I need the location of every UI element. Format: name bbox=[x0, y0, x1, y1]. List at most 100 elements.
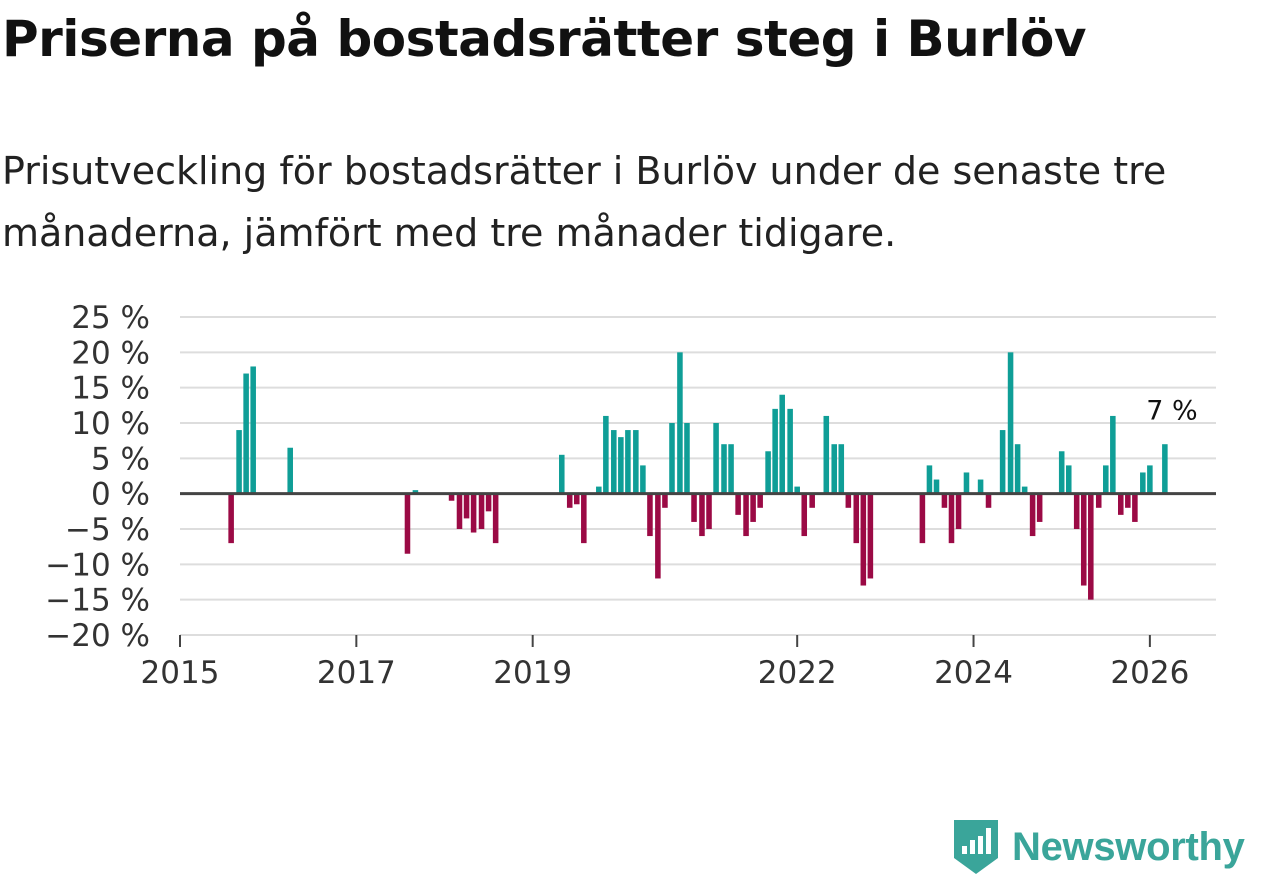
bar bbox=[1140, 472, 1146, 494]
bar bbox=[750, 493, 756, 522]
y-tick-label: 25 % bbox=[71, 300, 150, 336]
bar bbox=[633, 430, 639, 494]
bar bbox=[1103, 465, 1109, 494]
bar bbox=[1073, 493, 1080, 529]
bar bbox=[655, 493, 661, 579]
bar bbox=[463, 493, 470, 519]
bar bbox=[662, 493, 668, 508]
bar bbox=[669, 423, 675, 494]
bar bbox=[596, 486, 602, 494]
bar bbox=[831, 444, 837, 494]
bar bbox=[677, 352, 683, 494]
bar bbox=[647, 493, 653, 537]
brand-name: Newsworthy bbox=[1012, 824, 1245, 869]
bar bbox=[640, 465, 646, 494]
bar bbox=[845, 493, 852, 508]
y-tick-label: −10 % bbox=[45, 547, 150, 583]
bar bbox=[699, 493, 705, 537]
y-tick-label: 15 % bbox=[71, 371, 150, 407]
bar bbox=[1118, 493, 1124, 515]
bar bbox=[618, 437, 624, 494]
bar bbox=[236, 430, 242, 494]
bar bbox=[823, 415, 830, 494]
bar bbox=[809, 493, 815, 508]
y-tick-label: −20 % bbox=[45, 618, 150, 654]
bar bbox=[243, 373, 249, 494]
bar bbox=[573, 493, 580, 505]
bar bbox=[1132, 493, 1138, 522]
bar bbox=[611, 430, 617, 494]
x-tick-label: 2026 bbox=[1110, 655, 1189, 691]
bar bbox=[581, 493, 587, 544]
bar bbox=[735, 493, 741, 515]
bar bbox=[559, 454, 565, 494]
bar bbox=[743, 493, 749, 537]
y-tick-label: −5 % bbox=[65, 512, 150, 548]
x-tick-label: 2024 bbox=[934, 655, 1013, 691]
bar bbox=[492, 493, 499, 544]
bar bbox=[456, 493, 463, 529]
bar bbox=[779, 394, 785, 494]
newsworthy-logo-icon bbox=[954, 820, 998, 874]
bar bbox=[250, 366, 256, 494]
bar bbox=[684, 423, 690, 494]
bar bbox=[1080, 493, 1087, 586]
bar bbox=[1147, 465, 1153, 494]
bar bbox=[485, 493, 492, 512]
bar bbox=[691, 493, 697, 522]
chart-title: Priserna på bostadsrätter steg i Burlöv bbox=[2, 10, 1087, 68]
bar bbox=[404, 493, 411, 554]
bar bbox=[1029, 493, 1036, 537]
bar bbox=[985, 493, 992, 508]
bar bbox=[721, 444, 727, 494]
bar bbox=[860, 493, 867, 586]
bar bbox=[566, 493, 573, 508]
bar bbox=[1065, 465, 1072, 494]
bar bbox=[838, 444, 845, 494]
x-tick-label: 2017 bbox=[317, 655, 396, 691]
y-tick-label: 20 % bbox=[71, 335, 150, 371]
bar bbox=[412, 490, 419, 494]
y-tick-label: −15 % bbox=[45, 583, 150, 619]
bar bbox=[713, 423, 719, 494]
chart-subtitle: Prisutveckling för bostadsrätter i Burlö… bbox=[2, 149, 1167, 255]
bar bbox=[470, 493, 477, 533]
bar bbox=[794, 486, 800, 494]
bar bbox=[1095, 493, 1102, 508]
bar bbox=[963, 472, 970, 494]
bar bbox=[1014, 444, 1021, 494]
y-tick-label: 10 % bbox=[71, 406, 150, 442]
bar bbox=[448, 493, 455, 501]
bar bbox=[728, 444, 734, 494]
bar bbox=[1036, 493, 1043, 522]
x-tick-label: 2022 bbox=[758, 655, 837, 691]
bar bbox=[853, 493, 860, 544]
bar bbox=[787, 408, 793, 494]
bar bbox=[603, 415, 609, 494]
bar bbox=[1110, 415, 1116, 494]
bar bbox=[977, 479, 984, 494]
bar-chart: 25 %20 %15 %10 %5 %0 %−5 %−10 %−15 %−20 … bbox=[45, 300, 1216, 691]
bar bbox=[765, 451, 771, 494]
bar bbox=[478, 493, 485, 529]
bar bbox=[867, 493, 874, 579]
bar bbox=[948, 493, 955, 544]
bar bbox=[933, 479, 940, 494]
bar bbox=[772, 408, 778, 494]
x-tick-label: 2019 bbox=[493, 655, 572, 691]
bar bbox=[919, 493, 926, 544]
y-tick-label: 0 % bbox=[91, 477, 150, 513]
bar bbox=[1058, 451, 1065, 494]
y-tick-label: 5 % bbox=[91, 441, 150, 477]
newsworthy-logo: Newsworthy bbox=[950, 818, 1245, 876]
bar bbox=[1088, 493, 1094, 600]
bar bbox=[287, 447, 293, 494]
bar bbox=[706, 493, 712, 529]
bar bbox=[1162, 444, 1168, 494]
bar bbox=[955, 493, 962, 529]
bar bbox=[625, 430, 631, 494]
last-value-annotation: 7 % bbox=[1146, 395, 1197, 426]
bar bbox=[1007, 352, 1014, 494]
bar bbox=[1021, 486, 1028, 494]
bar bbox=[941, 493, 948, 508]
